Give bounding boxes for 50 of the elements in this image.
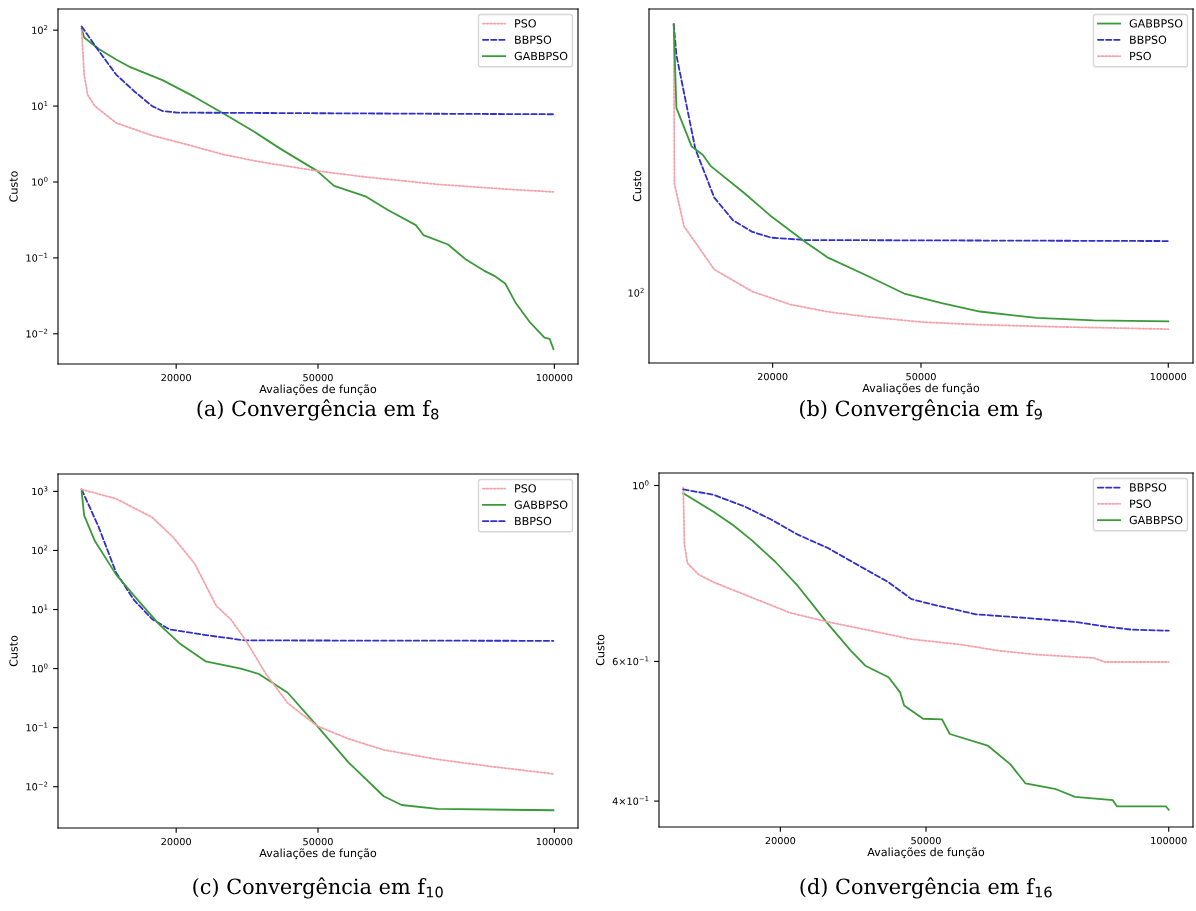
- y-tick-label: 10$^{−2}$: [26, 781, 48, 791]
- y-tick-label: 6×10$^{−1}$: [612, 656, 649, 666]
- legend-label: PSO: [515, 484, 536, 493]
- y-tick-label: 10$^{2}$: [32, 545, 48, 555]
- y-axis-title: Custo: [632, 170, 642, 202]
- x-tick-label: 50000: [303, 837, 333, 846]
- y-tick-label: 10$^{−1}$: [26, 722, 48, 732]
- y-axis-title: Custo: [9, 171, 18, 202]
- y-axis-title: Custo: [9, 635, 18, 667]
- legend-label: PSO: [515, 19, 536, 28]
- legend-label: GABBPSO: [514, 51, 568, 61]
- x-tick-label: 50000: [906, 372, 936, 381]
- y-tick-label: 10$^{2}$: [32, 25, 48, 34]
- text: (a) Convergência em f$_{8}$: [197, 399, 439, 421]
- x-axis-title: Avaliações de função: [259, 384, 377, 396]
- legend-label: GABBPSO: [1129, 19, 1183, 28]
- x-tick-label: 50000: [303, 373, 333, 382]
- x-tick-label: 20000: [161, 373, 191, 382]
- legend-label: PSO: [1130, 499, 1151, 508]
- x-tick-label: 20000: [161, 837, 191, 846]
- text: (c) Convergência em f$_{10}$: [193, 877, 443, 899]
- y-tick-label: 10$^{1}$: [32, 604, 48, 614]
- legend-label: BBPSO: [1130, 35, 1167, 44]
- x-tick-label: 100000: [1151, 836, 1187, 845]
- y-tick-label: 10$^{0}$: [32, 176, 48, 186]
- legend-label: BBPSO: [515, 516, 552, 526]
- y-tick-label: 10$^{3}$: [32, 486, 48, 496]
- y-tick-label: 4×10$^{−1}$: [612, 796, 649, 805]
- legend-label: BBPSO: [1130, 483, 1167, 492]
- x-tick-label: 100000: [1150, 372, 1187, 381]
- legend-label: GABBPSO: [1129, 515, 1183, 525]
- x-axis-title: Avaliações de função: [867, 847, 985, 859]
- text: (b) Convergência em f$_{9}$: [800, 399, 1042, 421]
- y-tick-label: 10$^{1}$: [32, 101, 48, 110]
- y-tick-label: 10$^{0}$: [633, 480, 649, 490]
- legend-label: GABBPSO: [514, 500, 568, 509]
- x-tick-label: 50000: [911, 836, 941, 845]
- legend-label: PSO: [1130, 51, 1151, 61]
- x-tick-label: 100000: [536, 837, 573, 846]
- x-axis-title: Avaliações de função: [862, 383, 980, 395]
- y-tick-label: 10$^{−2}$: [26, 328, 48, 338]
- text: (d) Convergência em f$_{16}$: [800, 877, 1052, 899]
- legend-label: BBPSO: [515, 35, 552, 44]
- x-tick-label: 20000: [765, 836, 796, 845]
- y-tick-label: 10$^{−1}$: [26, 252, 48, 262]
- y-tick-label: 10$^{0}$: [32, 663, 48, 673]
- y-axis-title: Custo: [596, 634, 605, 666]
- x-tick-label: 20000: [757, 372, 788, 381]
- x-axis-title: Avaliações de função: [259, 848, 377, 860]
- x-tick-label: 100000: [536, 373, 573, 382]
